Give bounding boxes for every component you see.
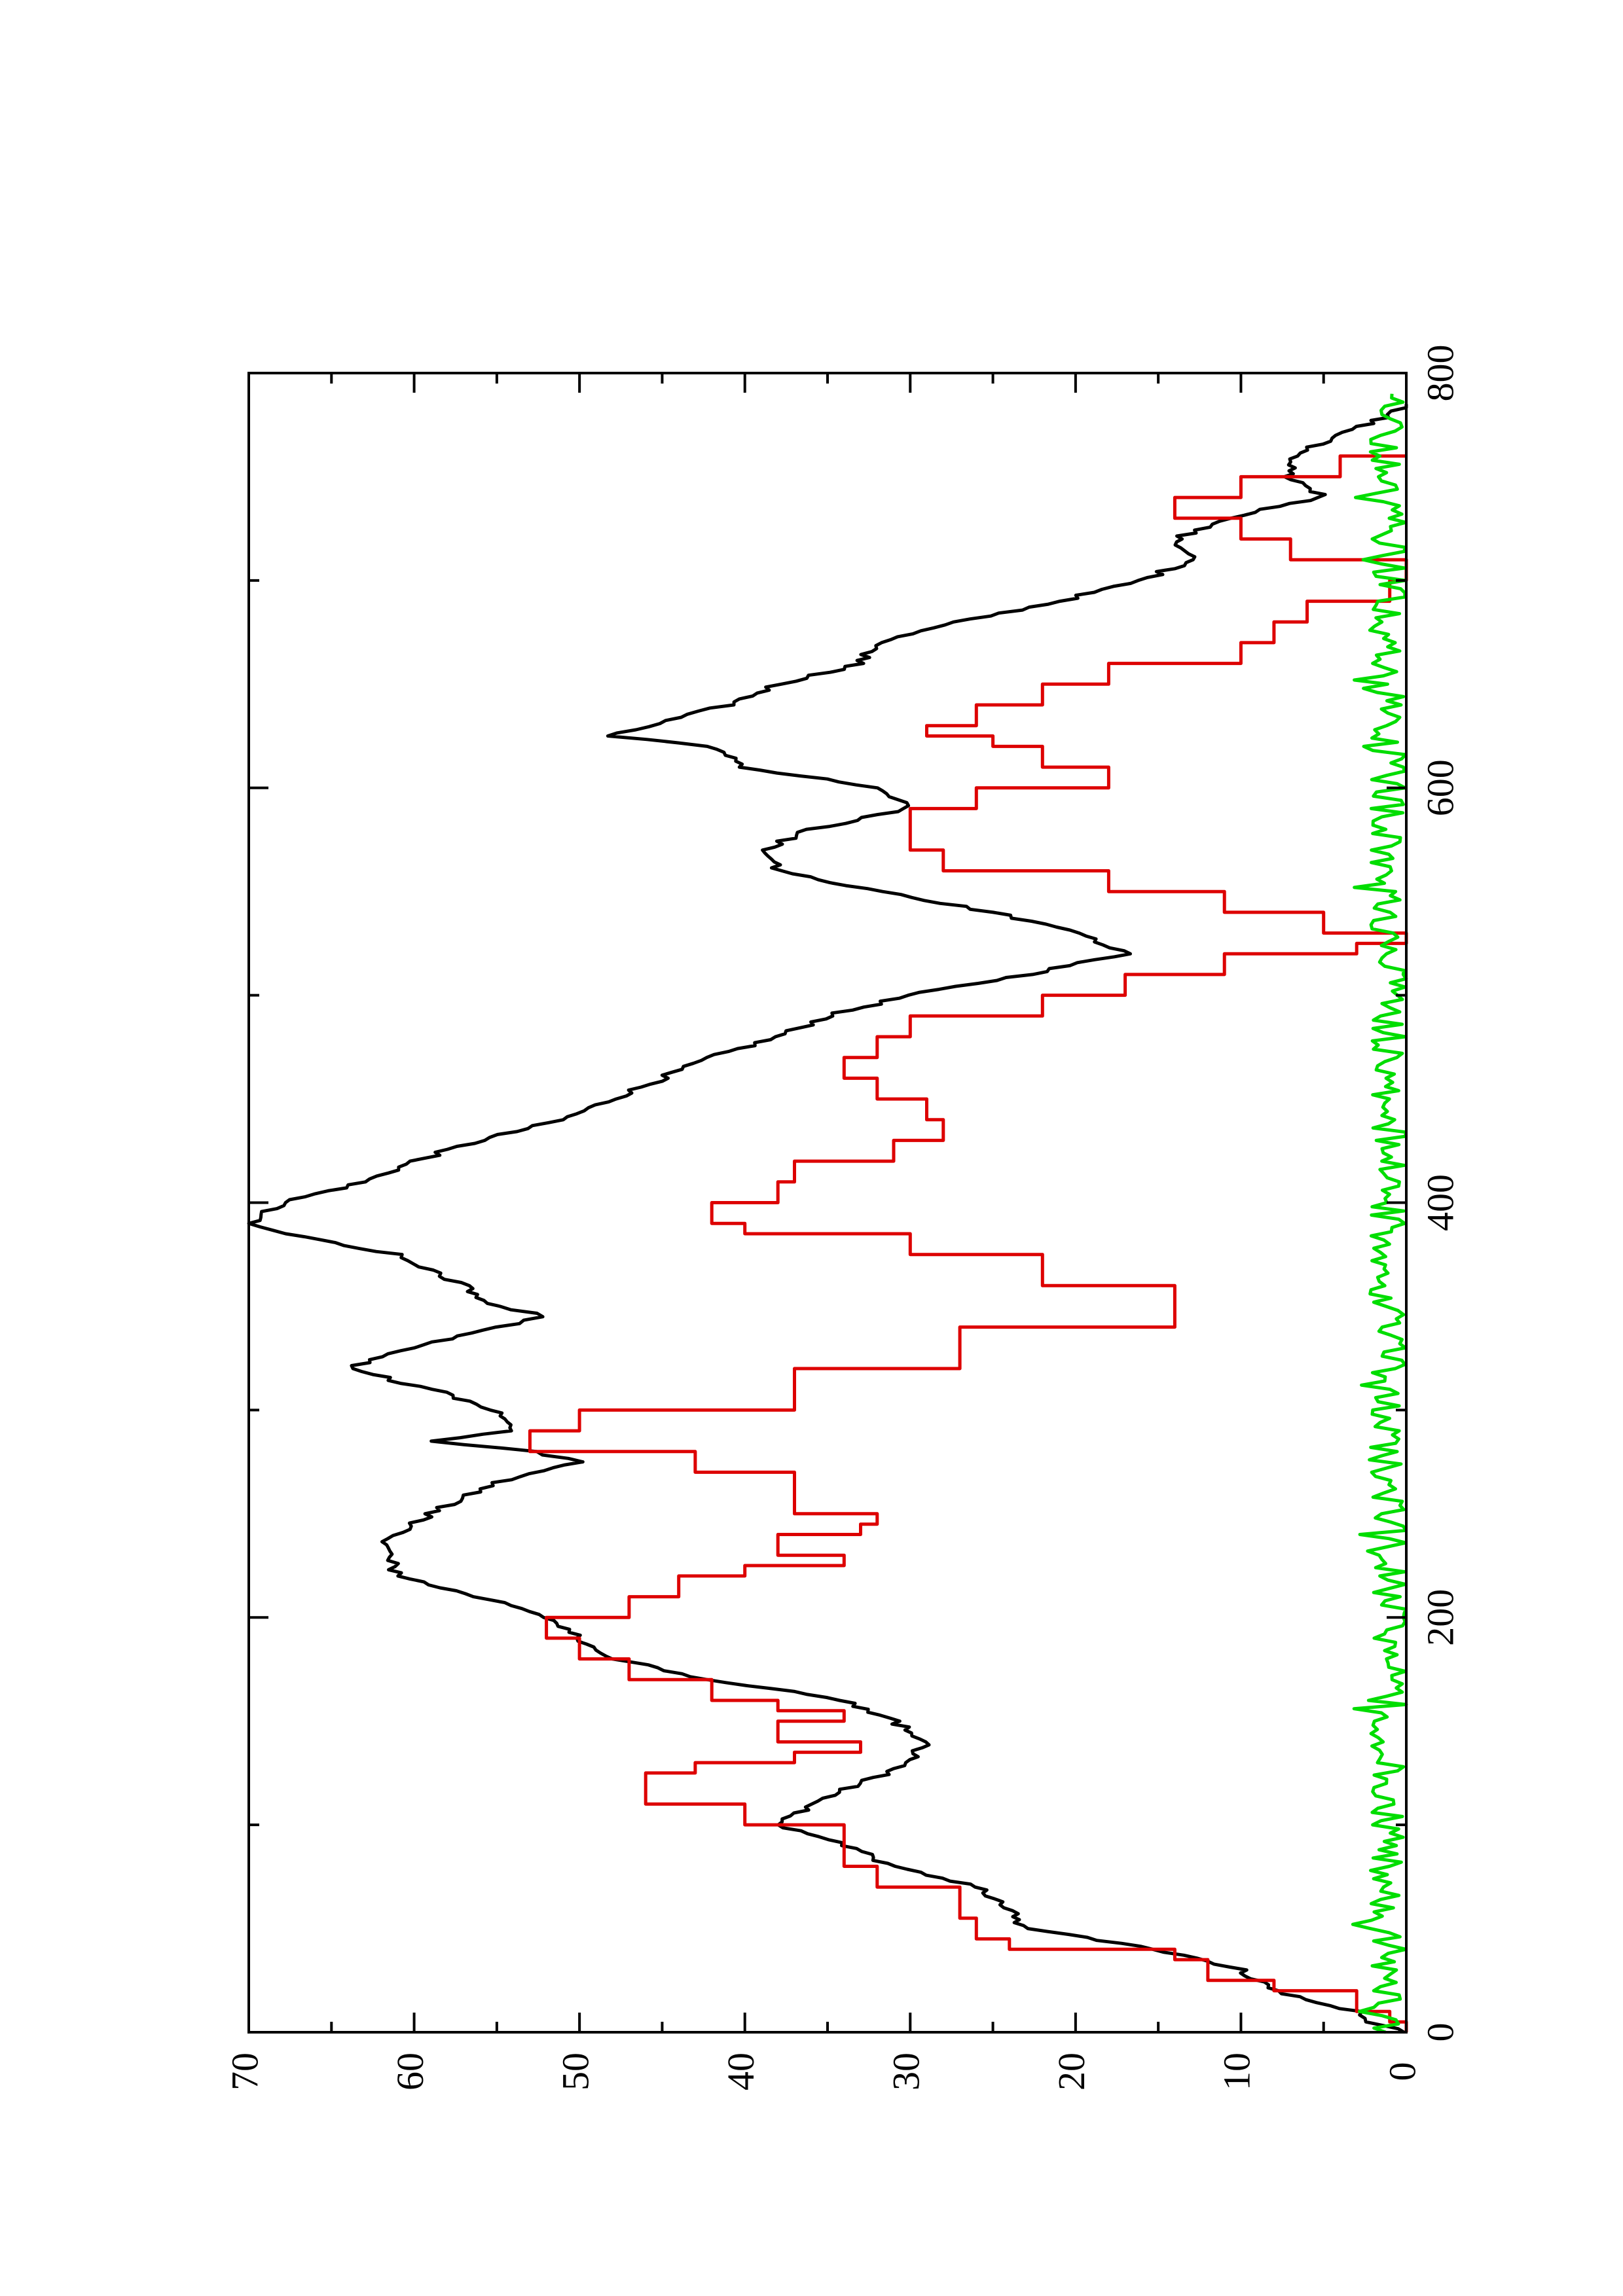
labels-layer: 0 200 400 600 800 0 10 20 30 40 50 60 70 <box>223 345 1461 2091</box>
x-tick-label: 0 <box>1419 2023 1461 2042</box>
y-tick-label: 60 <box>389 2053 431 2090</box>
y-tick-label: 50 <box>554 2053 596 2090</box>
x-tick-label: 800 <box>1419 345 1461 402</box>
series-line-3 <box>1351 393 1408 2034</box>
series-line-2 <box>528 454 1408 2032</box>
x-tick-label: 600 <box>1419 759 1461 816</box>
x-tick-label: 200 <box>1419 1589 1461 1646</box>
y-tick-label: 20 <box>1050 2053 1093 2090</box>
y-tick-label: 0 <box>1381 2062 1423 2081</box>
y-tick-label: 40 <box>720 2053 762 2090</box>
axes-layer <box>247 372 1408 2034</box>
x-tick-label: 400 <box>1419 1174 1461 1231</box>
series-line-1 <box>247 404 1408 2034</box>
y-tick-label: 10 <box>1216 2053 1258 2090</box>
plot-frame <box>247 372 1408 2034</box>
series-layer <box>247 393 1408 2034</box>
y-tick-label: 30 <box>885 2053 928 2090</box>
y-tick-label: 70 <box>223 2053 266 2090</box>
